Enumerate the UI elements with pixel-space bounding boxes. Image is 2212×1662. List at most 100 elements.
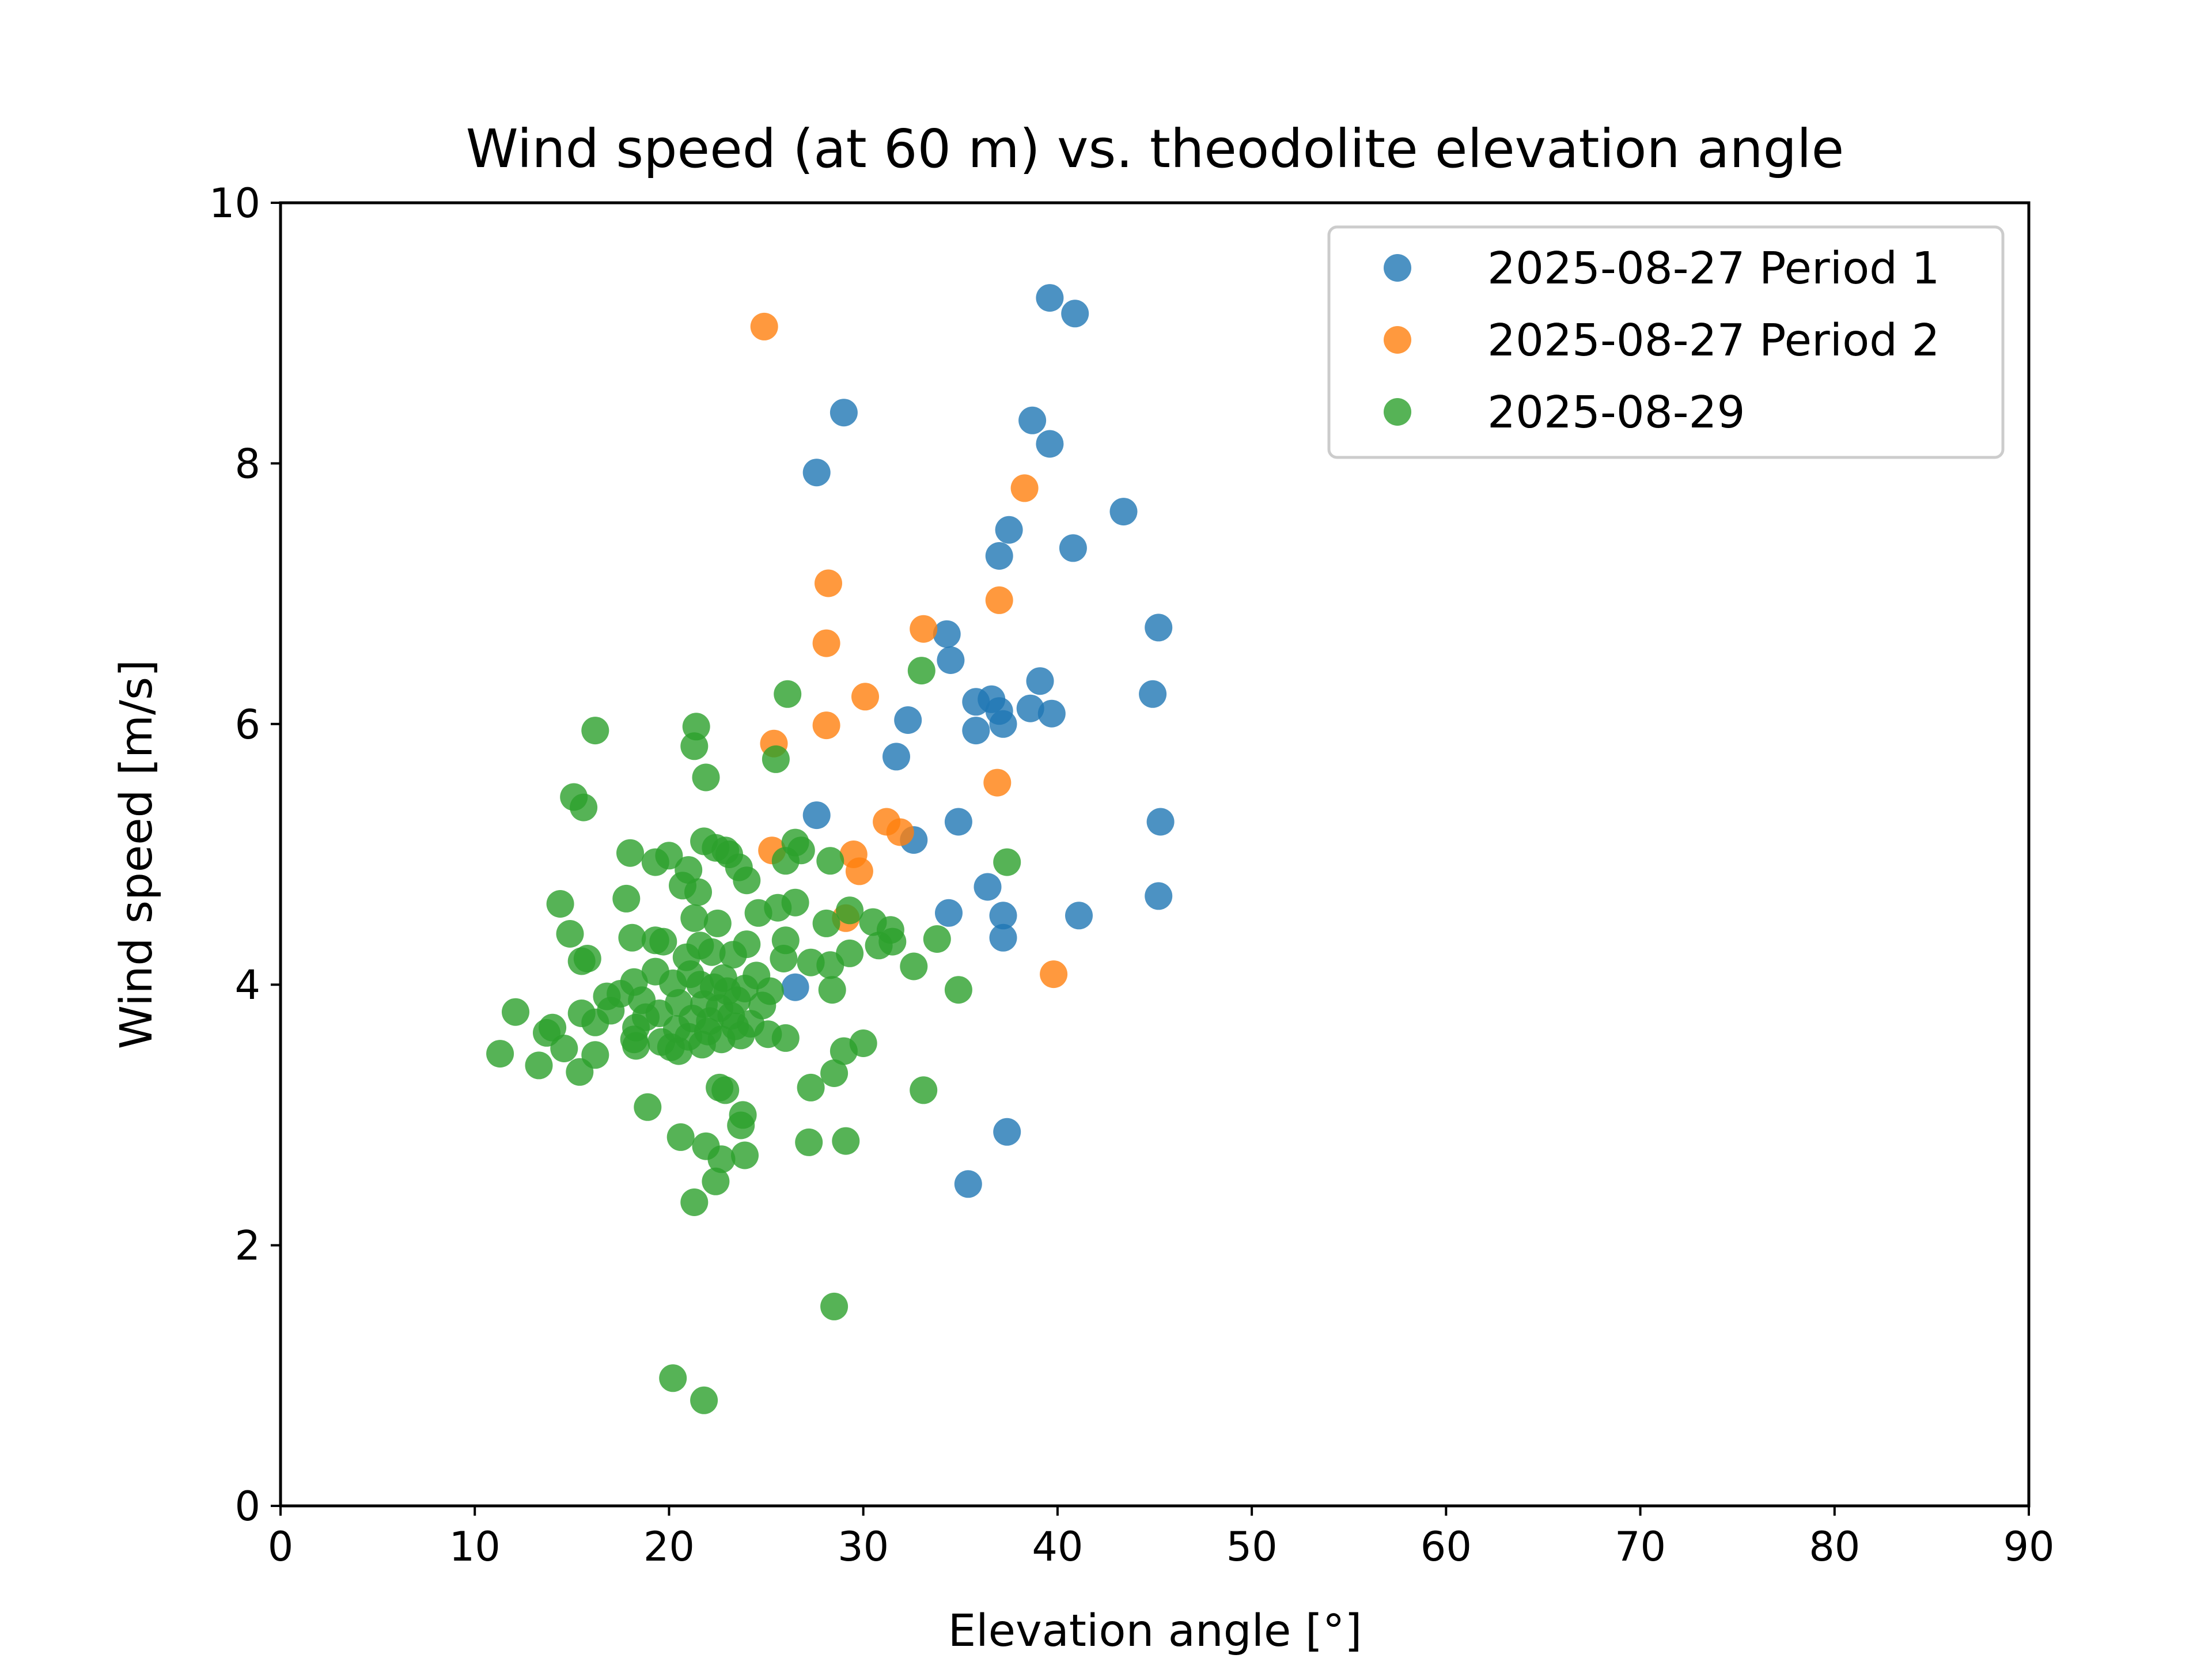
data-point [781,973,809,1001]
data-point [944,976,972,1004]
data-point [744,899,772,927]
data-point [878,927,907,956]
data-point [974,873,1002,901]
data-point [802,459,831,487]
x-tick-label: 70 [1615,1523,1666,1570]
data-point [923,925,951,953]
data-point [1145,614,1173,642]
data-point [1145,882,1173,910]
legend-marker [1384,398,1411,426]
data-point [954,1170,982,1198]
x-tick-label: 30 [838,1523,889,1570]
data-point [962,717,990,745]
data-point [688,1031,716,1059]
data-point [1059,534,1087,562]
data-point [836,939,864,967]
data-point [910,1076,938,1104]
data-point [659,1364,687,1392]
data-point [502,998,529,1026]
data-point [702,1167,730,1195]
legend-marker [1384,254,1411,282]
data-point [1146,808,1175,836]
data-point [894,706,922,734]
data-point [995,516,1023,544]
data-point [680,904,709,932]
y-tick-label: 10 [209,180,260,227]
data-point [989,923,1017,952]
data-point [770,945,798,972]
data-point [1139,680,1167,708]
data-point [993,848,1021,876]
data-point [727,1021,755,1050]
data-point [573,945,601,972]
x-axis-ticks: 0 10 20 30 40 50 60 70 80 90 [268,1506,2055,1570]
data-point [581,717,609,745]
data-point [816,847,844,875]
data-point [802,801,831,830]
data-point [649,927,677,956]
data-point [795,1128,823,1156]
x-axis-label: Elevation angle [°] [948,1606,1362,1657]
data-point [680,1188,709,1216]
data-point [1061,300,1089,328]
y-tick-label: 2 [234,1222,260,1270]
data-point [1018,406,1047,434]
points-layer [486,284,1175,1414]
data-point [566,1058,594,1086]
y-axis-label: Wind speed [m/s] [111,660,162,1049]
data-point [525,1051,553,1080]
data-point [771,847,800,875]
y-tick-label: 4 [234,961,260,1009]
data-point [1040,960,1068,989]
data-point [698,938,726,966]
legend: 2025-08-27 Period 1 2025-08-27 Period 2 20… [1327,225,2005,459]
data-point [750,312,778,340]
data-point [666,1123,695,1151]
data-point [1036,430,1064,458]
data-point [812,711,840,740]
data-point [836,896,864,925]
data-point [933,620,961,648]
data-point [830,1037,858,1065]
legend-box [1327,225,2005,459]
data-point [1109,498,1138,526]
data-point [692,763,720,792]
y-tick-label: 0 [234,1483,260,1530]
data-point [1026,667,1054,695]
data-point [1065,902,1093,930]
data-point [550,1035,578,1062]
legend-label: 2025-08-27 Period 1 [1487,243,1940,294]
data-point [570,793,598,821]
data-point [727,1111,755,1139]
data-point [1036,284,1064,312]
data-point [830,399,858,427]
data-point [711,1076,740,1104]
data-point [781,888,809,917]
data-point [989,710,1017,738]
x-tick-label: 60 [1421,1523,1472,1570]
data-point [820,1059,849,1087]
data-point [993,1118,1021,1146]
data-point [985,542,1013,570]
data-point [989,902,1017,930]
legend-label: 2025-08-29 [1487,387,1745,438]
legend-entries: 2025-08-27 Period 1 2025-08-27 Period 2 20… [1384,243,1940,438]
data-point [907,657,935,685]
x-tick-label: 40 [1032,1523,1083,1570]
data-point [774,680,802,708]
data-point [581,1008,609,1036]
data-point [944,808,972,836]
data-point [556,920,584,948]
data-point [820,1292,849,1320]
data-point [832,1127,860,1155]
data-point [719,941,747,969]
data-point [684,878,712,906]
data-point [845,857,873,885]
x-tick-label: 20 [643,1523,695,1570]
x-tick-label: 80 [1809,1523,1860,1570]
data-point [665,1037,693,1065]
data-point [797,1073,825,1101]
data-point [886,818,914,846]
data-point [707,1145,736,1173]
data-point [690,1386,718,1414]
